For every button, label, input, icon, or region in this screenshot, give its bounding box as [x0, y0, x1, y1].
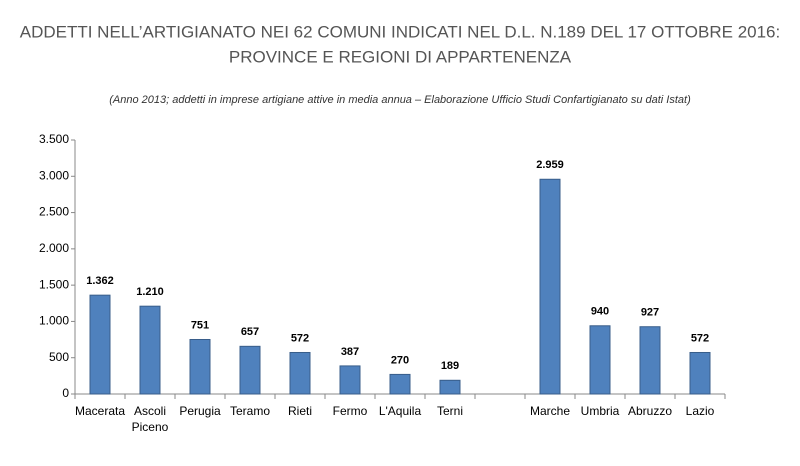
value-label: 940: [591, 306, 609, 318]
x-tick-label: Terni: [437, 404, 463, 418]
bar: [89, 294, 111, 395]
chart-title: PROVINCE E REGIONI DI APPARTENENZA: [229, 47, 572, 66]
bar: [189, 338, 211, 395]
bar: [289, 351, 311, 395]
x-tick-label: Abruzzo: [628, 404, 672, 418]
y-tick-label: 1.500: [39, 277, 69, 291]
value-label: 189: [441, 360, 459, 372]
y-tick-label: 1.000: [39, 314, 69, 328]
y-tick-label: 2.000: [39, 241, 69, 255]
value-label: 572: [291, 332, 309, 344]
bar: [439, 379, 461, 395]
bar: [339, 365, 361, 395]
value-label: 751: [191, 319, 209, 331]
value-label: 2.959: [536, 159, 564, 171]
y-tick-label: 2.500: [39, 205, 69, 219]
x-tick-label: Perugia: [179, 404, 221, 418]
x-tick-label: Macerata: [75, 404, 125, 418]
bar: [239, 345, 261, 395]
y-tick-label: 3.000: [39, 168, 69, 182]
value-label: 387: [341, 346, 359, 358]
x-tick-label: Teramo: [230, 404, 270, 418]
y-tick-label: 0: [62, 386, 69, 400]
chart-title: ADDETTI NELL’ARTIGIANATO NEI 62 COMUNI I…: [20, 22, 781, 41]
bar: [139, 305, 161, 395]
x-tick-label: Lazio: [686, 404, 715, 418]
x-tick-label: Rieti: [288, 404, 312, 418]
bar: [539, 178, 561, 395]
bar: [639, 326, 661, 395]
chart-subtitle: (Anno 2013; addetti in imprese artigiane…: [109, 94, 691, 106]
x-tick-label: Umbria: [581, 404, 620, 418]
x-tick-label: Marche: [530, 404, 570, 418]
y-tick-label: 500: [49, 350, 69, 364]
bar: [389, 373, 411, 395]
value-label: 270: [391, 354, 409, 366]
value-label: 927: [641, 307, 659, 319]
x-tick-label: L'Aquila: [379, 404, 422, 418]
bar: [689, 351, 711, 395]
value-label: 1.210: [136, 286, 164, 298]
value-label: 572: [691, 332, 709, 344]
value-label: 1.362: [86, 275, 114, 287]
value-label: 657: [241, 326, 259, 338]
x-tick-label: Ascoli Piceno: [132, 404, 169, 434]
y-tick-label: 3.500: [39, 132, 69, 146]
bar: [589, 325, 611, 395]
x-tick-label: Fermo: [333, 404, 368, 418]
